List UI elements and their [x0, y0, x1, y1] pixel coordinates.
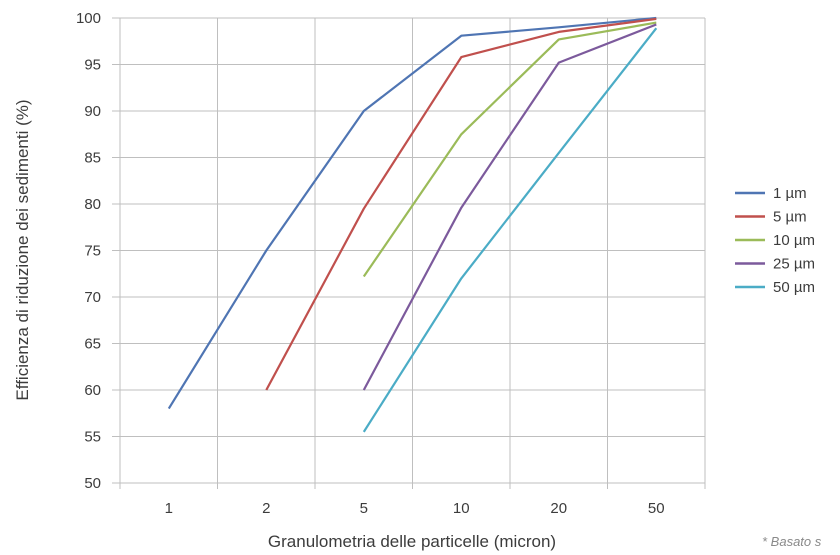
- y-tick-label: 95: [84, 57, 101, 74]
- legend-label: 50 µm: [773, 279, 815, 296]
- y-tick-label: 70: [84, 289, 101, 306]
- x-tick-label: 50: [648, 500, 665, 517]
- y-tick-label: 60: [84, 382, 101, 399]
- series-line-3: [362, 21, 657, 278]
- x-axis-title: Granulometria delle particelle (micron): [268, 532, 556, 551]
- series-line-4: [362, 23, 657, 391]
- y-axis-ticks: 50 55 60 65 70 75 80 85 90 95 100: [76, 10, 101, 492]
- gridlines: [112, 17, 706, 489]
- y-tick-label: 80: [84, 196, 101, 213]
- x-axis-ticks: 1 2 5 10 20 50: [165, 500, 665, 517]
- legend-label: 10 µm: [773, 232, 815, 249]
- x-tick-label: 1: [165, 500, 173, 517]
- footnote: * Basato s: [762, 534, 822, 549]
- y-tick-label: 50: [84, 475, 101, 492]
- series-line-1: [167, 16, 657, 410]
- x-tick-label: 10: [453, 500, 470, 517]
- series-line-5: [362, 27, 658, 433]
- y-tick-label: 75: [84, 243, 101, 260]
- y-tick-label: 85: [84, 150, 101, 167]
- x-tick-label: 5: [360, 500, 368, 517]
- y-tick-label: 65: [84, 336, 101, 353]
- legend: 1 µm 5 µm 10 µm 25 µm 50 µm: [735, 185, 815, 296]
- x-tick-label: 2: [262, 500, 270, 517]
- x-tick-label: 20: [550, 500, 567, 517]
- y-axis-title: Efficienza di riduzione dei sedimenti (%…: [13, 99, 32, 400]
- legend-label: 1 µm: [773, 185, 807, 202]
- legend-label: 25 µm: [773, 256, 815, 273]
- y-tick-label: 55: [84, 429, 101, 446]
- y-tick-label: 100: [76, 10, 101, 27]
- y-tick-label: 90: [84, 103, 101, 120]
- legend-label: 5 µm: [773, 209, 807, 226]
- series-lines: [167, 16, 658, 433]
- series-line-2: [265, 17, 657, 391]
